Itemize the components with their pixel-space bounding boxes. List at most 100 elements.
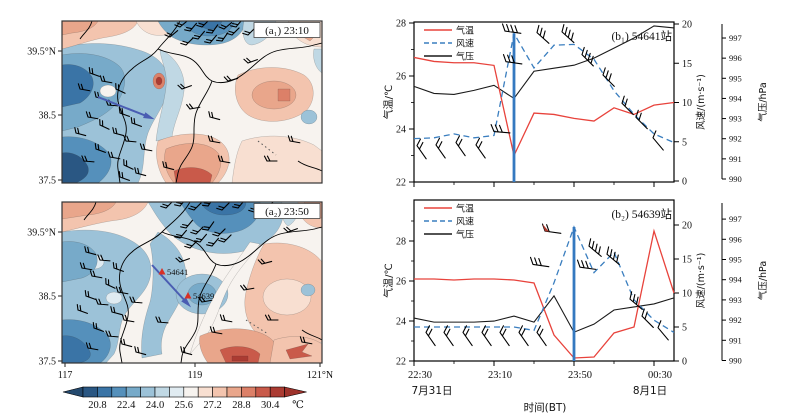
legend-label: 风速 [456, 39, 474, 50]
x-axis-annotations: 7月31日 8月1日 时间(BT) [411, 385, 667, 414]
wind-barb [107, 151, 121, 160]
gust-front-arrow [97, 96, 150, 118]
wind-barb [112, 127, 125, 137]
wind-barb [177, 83, 192, 90]
contour-region [300, 109, 318, 125]
wind-tick-label: 0 [682, 357, 687, 368]
wind-barb [641, 308, 654, 328]
x-tick-label: 23:10 [488, 370, 512, 381]
map-frame-a1 [61, 20, 323, 184]
dashed-boundary [257, 140, 277, 156]
wind-barb [425, 325, 436, 347]
wind-barb [264, 314, 279, 321]
station-marker [158, 268, 166, 275]
legend-label: 风速 [456, 217, 474, 228]
coastline [83, 202, 97, 221]
colorbar-tick-label: 30.4 [261, 400, 280, 411]
wind-barb [134, 346, 147, 356]
colorbar-tick-label: 28.8 [232, 400, 250, 411]
wind-barb [77, 83, 91, 92]
x-tick-label: 22:30 [408, 370, 432, 381]
colorbar-unit: ℃ [292, 400, 304, 411]
wind-barb [180, 37, 194, 46]
wind-barb [502, 54, 523, 65]
wind-barb [174, 21, 189, 28]
temp-axis-label: 气温/℃ [382, 263, 395, 298]
contour-region [141, 231, 187, 359]
colorbar-tick-label: 24.0 [146, 400, 164, 411]
colorbar-arrow-left [62, 386, 84, 398]
pressure-tick-label: 996 [729, 53, 742, 63]
wind-barb [518, 325, 529, 347]
map-panel-a1: 39.5°N 38.5 37.5 (a₁) 23:10 [27, 20, 323, 187]
contour-region [62, 152, 89, 183]
wind-barb [76, 303, 88, 314]
lon-tick-label: 117 [58, 370, 73, 381]
wind-barb [201, 221, 215, 231]
colorbar-cell [269, 386, 285, 398]
wind-barb [118, 170, 130, 181]
lat-tick-label: 39.5°N [27, 228, 56, 239]
wind-barb [88, 66, 100, 77]
wind-barb [99, 118, 110, 130]
wind-barb [110, 306, 123, 316]
wind-barb [230, 21, 242, 28]
map-decorations-a1: 39.5°N 38.5 37.5 [27, 47, 155, 187]
coastline [119, 202, 191, 364]
wind-barb [155, 316, 169, 324]
chart-title-b2: (b₂) 54639站 [611, 207, 672, 221]
contour-fill-a2 [62, 202, 322, 364]
wind-barb [208, 111, 221, 121]
legend-label: 气温 [456, 203, 474, 215]
map-title-box-a1 [253, 22, 321, 38]
pressure-tick-label: 992 [729, 134, 742, 144]
wind-barb [462, 325, 473, 347]
wind-barb [99, 75, 113, 84]
wind-barb [581, 46, 594, 67]
wind-barb [198, 296, 213, 303]
wind-tick-label: 20 [682, 20, 692, 31]
wind-barb [226, 27, 240, 36]
colorbar-cell [241, 386, 257, 398]
pressure-tick-label: 993 [729, 114, 742, 124]
contour-region [231, 355, 249, 362]
pressure-tick-label: 997 [729, 33, 742, 43]
wind-barb [455, 135, 466, 157]
wind-barb [536, 24, 550, 44]
pressure-tick-label: 990 [729, 356, 742, 366]
wind-barb [629, 291, 643, 310]
wind-barb [175, 256, 190, 263]
wind-barb [576, 259, 597, 270]
wind-barb [283, 226, 298, 233]
plot-frame [413, 21, 675, 183]
coastline [180, 263, 217, 364]
pressure-tick-label: 991 [729, 154, 742, 164]
temp-axis-label: 气温/℃ [382, 85, 395, 120]
x-tick-label: 23:50 [568, 370, 592, 381]
colorbar-cell [169, 386, 185, 398]
wind-barb [602, 67, 615, 87]
temp-tick-label: 26 [396, 72, 406, 83]
wind-barb [416, 138, 427, 160]
contour-region [99, 84, 117, 98]
wind-barb [201, 202, 212, 207]
pressure-tick-label: 996 [729, 234, 742, 244]
wind-barb [223, 75, 239, 82]
wind-barb [115, 286, 129, 295]
wind-barb [94, 142, 106, 153]
colorbar-arrow-right [284, 386, 307, 398]
temp-tick-label: 28 [396, 19, 406, 30]
map-title-a1: (a₁) 23:10 [265, 25, 309, 37]
wind-barb [443, 325, 454, 347]
coastline [157, 42, 322, 84]
legend-label: 气温 [456, 25, 474, 37]
colorbar-cell [111, 386, 127, 398]
wind-barb [180, 219, 193, 229]
colorbar-cell [154, 386, 170, 398]
map-title-box-a2 [253, 203, 321, 219]
coastline [79, 21, 93, 40]
